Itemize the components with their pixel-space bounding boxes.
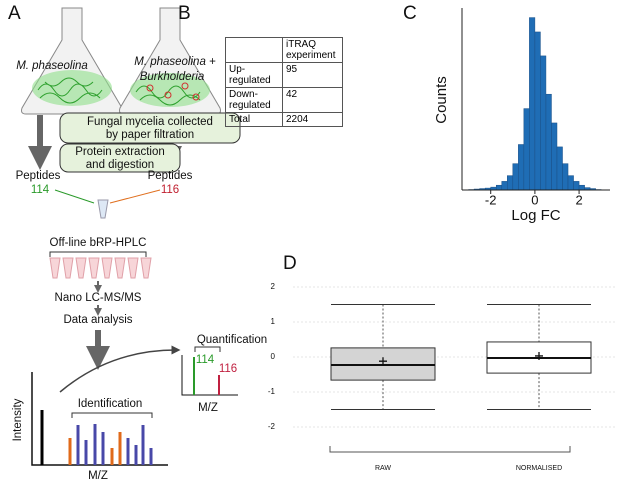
flask-right <box>119 7 221 115</box>
table: iTRAQ experiment Up-regulated 95 Down-reg… <box>225 37 343 127</box>
bar <box>567 175 574 191</box>
axis-label: M/Z <box>198 402 218 414</box>
bar <box>523 108 530 191</box>
flask-left-label: M. phaseolina <box>16 60 88 72</box>
mean-marker <box>535 351 543 360</box>
axis-label: M/Z <box>88 470 108 482</box>
x-tick-label: -2 <box>485 192 497 207</box>
x-tick-label: NORMALISED <box>516 465 562 472</box>
y-tick-label: -1 <box>268 387 276 396</box>
arrow <box>54 189 95 204</box>
x-tick-label: 2 <box>575 192 582 207</box>
bracket <box>49 251 147 257</box>
step-box <box>59 112 241 144</box>
quant-label: Quantification <box>197 334 267 346</box>
step-text: and digestion <box>86 159 154 171</box>
x-tick-label: 0 <box>531 192 538 207</box>
table-cell: Total <box>225 112 283 127</box>
table-row: Total 2204 <box>225 112 343 127</box>
bracket <box>71 412 153 418</box>
y-tick-label: 0 <box>271 352 276 361</box>
peptides-label: Peptides <box>148 170 193 182</box>
y-tick-label: -2 <box>268 422 276 431</box>
y-axis-label: Counts <box>433 76 450 124</box>
step-text: Off-line bRP-HPLC <box>50 237 147 249</box>
bar <box>545 93 552 191</box>
step-text: Fungal mycelia collected <box>87 116 213 128</box>
peptides-label: Peptides <box>16 170 61 182</box>
bar <box>578 184 585 191</box>
tube <box>97 199 109 219</box>
table-cell: 95 <box>282 62 343 88</box>
y-tick-label: 2 <box>271 282 276 291</box>
table-header: iTRAQ experiment <box>282 37 343 63</box>
bar <box>562 163 569 191</box>
bar <box>518 144 525 191</box>
y-tick-label: 1 <box>271 317 276 326</box>
table-cell: Down-regulated <box>225 87 283 113</box>
table-row: Down-regulated 42 <box>225 87 343 113</box>
tag-label: 114 <box>31 184 50 196</box>
panel-label: A <box>8 3 21 24</box>
step-text: Data analysis <box>63 314 132 326</box>
panel-label: B <box>178 3 191 24</box>
table-cell <box>225 37 283 63</box>
step-text: by paper filtration <box>106 129 194 141</box>
panel-label: C <box>403 3 417 24</box>
mean-marker <box>379 357 387 366</box>
panel-label: D <box>283 253 297 274</box>
table-row: Up-regulated 95 <box>225 62 343 88</box>
bar <box>534 31 541 191</box>
table-cell: 2204 <box>282 112 343 127</box>
tag-label: 116 <box>219 363 237 375</box>
bar <box>529 17 536 191</box>
table-cell: Up-regulated <box>225 62 283 88</box>
x-axis-label: Log FC <box>511 207 560 224</box>
axis-label: Intensity <box>12 398 24 441</box>
step-text: Protein extraction <box>75 146 165 158</box>
step-text: Nano LC-MS/MS <box>55 292 142 304</box>
x-tick-label: RAW <box>375 465 391 472</box>
tag-label: 114 <box>196 354 215 366</box>
bar <box>495 184 503 191</box>
bar <box>501 181 508 191</box>
arrow <box>109 189 161 204</box>
flask-right-label: Burkholderia <box>140 71 205 83</box>
step-box <box>59 143 181 173</box>
bar <box>556 146 563 191</box>
flask-right-label: M. phaseolina + <box>134 56 216 68</box>
ident-label: Identification <box>78 398 143 410</box>
x-axis <box>329 446 571 453</box>
spectrum-axes <box>31 372 168 466</box>
fraction-tubes <box>49 257 152 279</box>
bar <box>573 181 580 191</box>
table-cell: 42 <box>282 87 343 113</box>
bracket <box>194 346 221 352</box>
bar <box>512 163 519 191</box>
spectrum-peaks <box>40 410 153 465</box>
tag-label: 116 <box>161 184 179 196</box>
arrow <box>59 345 181 393</box>
bar <box>507 175 514 191</box>
bar <box>551 122 558 191</box>
table-row: iTRAQ experiment <box>225 37 343 63</box>
bar <box>540 55 547 191</box>
